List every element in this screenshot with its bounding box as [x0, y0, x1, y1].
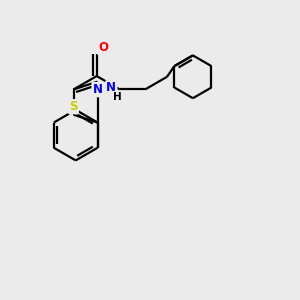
Text: S: S	[69, 100, 78, 113]
Text: H: H	[113, 92, 122, 102]
Text: O: O	[98, 41, 108, 54]
Text: N: N	[106, 81, 116, 94]
Text: N: N	[93, 83, 103, 96]
